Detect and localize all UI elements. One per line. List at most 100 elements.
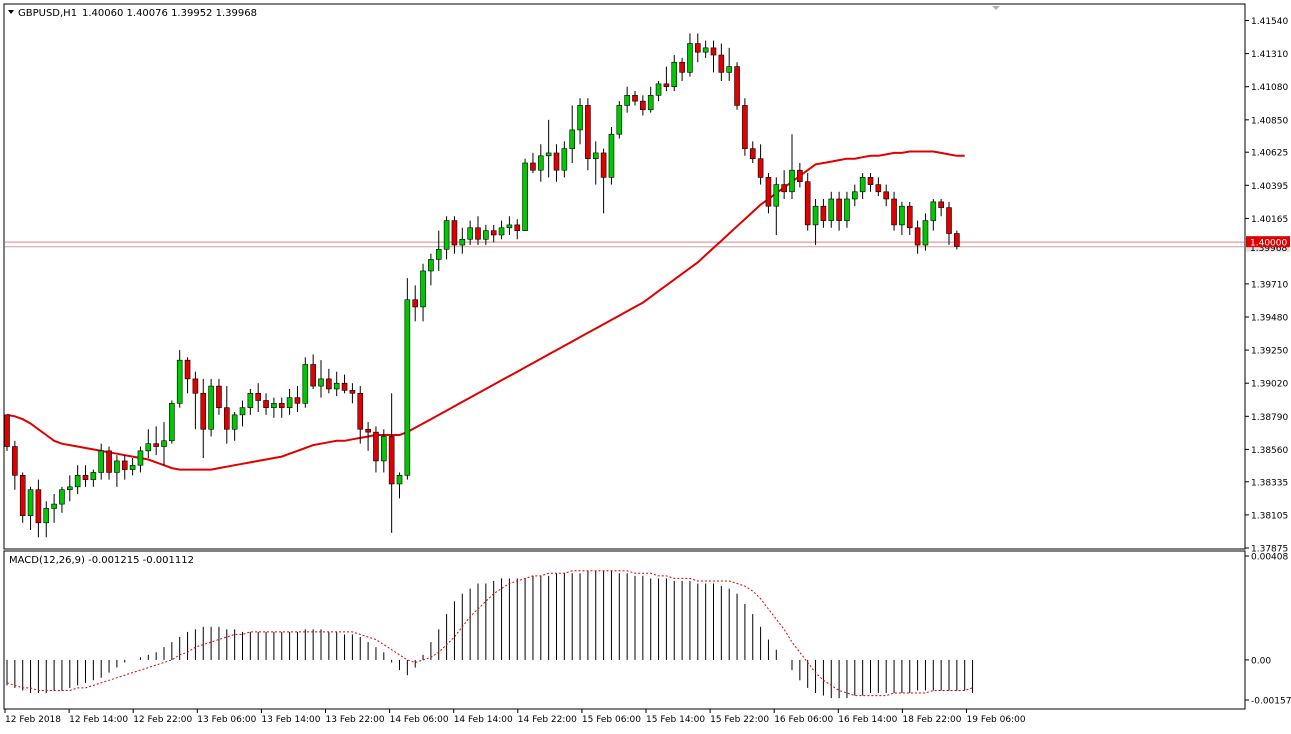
candle-body xyxy=(498,227,505,236)
time-tick-label: 14 Feb 14:00 xyxy=(454,715,513,725)
candle-body xyxy=(851,191,858,200)
candle-body xyxy=(616,105,623,135)
candle-body xyxy=(867,177,874,185)
moving-average xyxy=(6,150,965,471)
price-tick-label: 1.37875 xyxy=(1251,545,1288,555)
price-tick-label: 1.39250 xyxy=(1251,347,1288,357)
price-tick-label: 1.38105 xyxy=(1251,511,1288,521)
candle-body xyxy=(679,61,685,73)
candle-body xyxy=(121,460,128,470)
candle-body xyxy=(726,66,733,73)
candle-body xyxy=(428,259,434,272)
candle-body xyxy=(475,227,481,240)
time-tick-label: 12 Feb 22:00 xyxy=(133,715,192,725)
candle-body xyxy=(51,503,57,509)
candle-body xyxy=(820,205,827,221)
candle-body xyxy=(906,205,913,229)
candle-body xyxy=(844,198,850,221)
price-tick-label: 1.40625 xyxy=(1251,149,1288,159)
candle-body xyxy=(302,364,309,404)
candle-body xyxy=(27,489,34,516)
price-panel[interactable] xyxy=(3,3,1246,550)
price-tick-label: 1.40165 xyxy=(1251,215,1288,225)
candle-body xyxy=(789,169,795,193)
candle-body xyxy=(946,207,952,234)
candle-body xyxy=(278,403,285,408)
candle-body xyxy=(483,230,489,240)
candle-body xyxy=(129,464,136,470)
candle-body xyxy=(608,133,615,178)
candle-body xyxy=(640,100,646,111)
candle-body xyxy=(153,443,159,447)
candle-body xyxy=(632,95,638,102)
candle-body xyxy=(506,224,513,229)
candle-body xyxy=(59,489,65,505)
candle-body xyxy=(883,191,890,200)
candle-body xyxy=(875,184,882,193)
candle-body xyxy=(537,155,544,171)
candle-body xyxy=(828,198,835,221)
candle-body xyxy=(663,83,670,88)
candle-body xyxy=(671,61,678,88)
macd-axis: 0.00408 0.00 -0.001574 xyxy=(1245,553,1291,707)
candle-body xyxy=(231,414,238,430)
candle-body xyxy=(12,446,18,476)
candle-body xyxy=(600,152,607,178)
time-tick-label: 12 Feb 2018 xyxy=(5,715,61,725)
macd-signal-line xyxy=(6,570,973,697)
time-tick-label: 13 Feb 06:00 xyxy=(197,715,256,725)
candle-body xyxy=(396,475,403,485)
macd-tick-label: -0.001574 xyxy=(1251,697,1291,707)
candle-body xyxy=(954,233,960,247)
symbol-dropdown-icon[interactable] xyxy=(8,10,14,14)
candle-body xyxy=(592,152,599,159)
chart-shift-marker-icon[interactable] xyxy=(992,6,1000,10)
candle-body xyxy=(577,105,583,131)
candle-body xyxy=(263,400,269,408)
ohlc-readout: 1.40060 1.40076 1.39952 1.39968 xyxy=(82,8,257,19)
candle-body xyxy=(271,403,277,408)
candle-body xyxy=(137,450,144,466)
macd-signal xyxy=(6,570,973,697)
time-tick-label: 14 Feb 06:00 xyxy=(390,715,449,725)
candle-body xyxy=(467,227,473,240)
symbol-label: GBPUSD,H1 xyxy=(18,8,77,19)
candle-body xyxy=(294,397,301,404)
macd-tick-label: 0.00408 xyxy=(1251,553,1288,563)
candle-body xyxy=(569,129,576,149)
price-tick-label: 1.39480 xyxy=(1251,314,1288,324)
candle-body xyxy=(161,440,167,447)
macd-panel[interactable] xyxy=(3,550,1246,710)
candle-body xyxy=(647,95,654,111)
price-tick-label: 1.41310 xyxy=(1251,50,1288,60)
time-tick-label: 13 Feb 22:00 xyxy=(326,715,385,725)
candle-body xyxy=(585,105,591,159)
bid-price-text: 1.39968 xyxy=(1250,244,1287,254)
candle-body xyxy=(373,431,379,462)
candle-body xyxy=(169,403,175,442)
time-tick-label: 15 Feb 22:00 xyxy=(710,715,769,725)
candle-body xyxy=(765,177,772,207)
candle-body xyxy=(326,378,332,390)
current-price-text: 1.40000 xyxy=(1250,239,1287,249)
candle-body xyxy=(443,220,450,250)
price-tick-label: 1.39710 xyxy=(1251,280,1288,290)
candle-body xyxy=(718,54,725,73)
price-tick-label: 1.40850 xyxy=(1251,116,1288,126)
price-tick-label: 1.39020 xyxy=(1251,380,1288,390)
candle-body xyxy=(255,392,261,401)
candle-body xyxy=(145,443,152,452)
time-tick-label: 13 Feb 14:00 xyxy=(261,715,320,725)
time-tick-label: 18 Feb 22:00 xyxy=(902,715,961,725)
moving-average-line xyxy=(6,150,965,471)
candle-body xyxy=(742,105,748,149)
candle-body xyxy=(106,450,112,473)
candle-body xyxy=(930,201,937,221)
macd-label: MACD(12,26,9) -0.001215 -0.001112 xyxy=(9,555,194,566)
candle-body xyxy=(710,47,717,56)
candles xyxy=(4,33,960,538)
time-tick-label: 16 Feb 14:00 xyxy=(838,715,897,725)
candle-body xyxy=(922,220,929,246)
